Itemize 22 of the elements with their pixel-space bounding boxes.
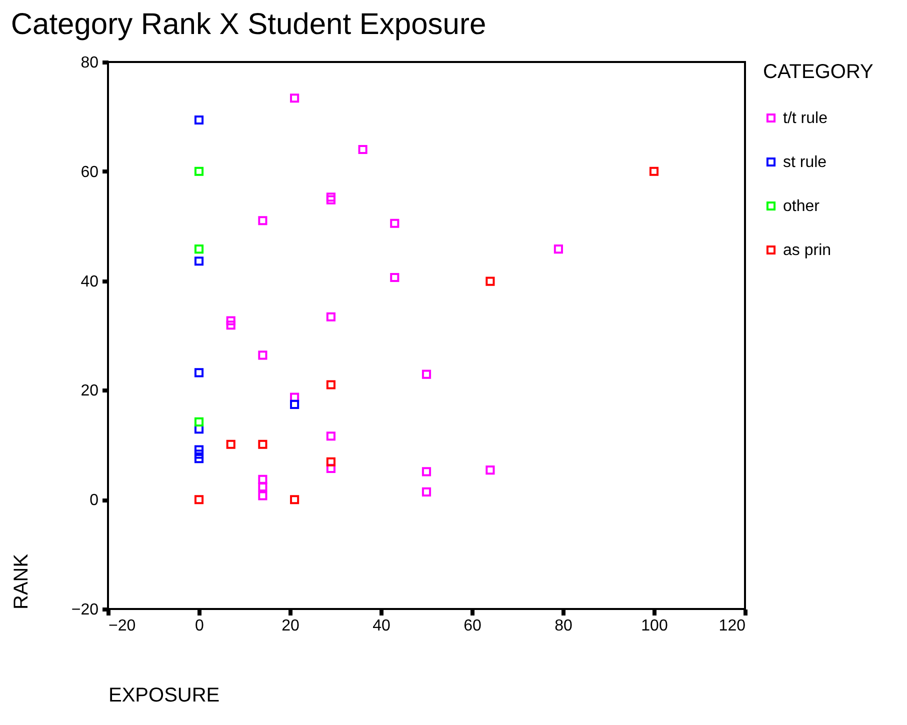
- y-axis-title: RANK: [10, 553, 32, 610]
- x-tick-label: 40: [372, 618, 390, 634]
- y-tick-label: 80: [80, 54, 99, 72]
- x-tick-label: 0: [195, 618, 204, 634]
- legend-label: other: [783, 198, 820, 215]
- x-tick-label: 60: [464, 618, 482, 634]
- y-tick-label: 60: [80, 164, 99, 181]
- x-axis-title: EXPOSURE: [108, 684, 220, 706]
- chart-title: Category Rank X Student Exposure: [10, 8, 486, 41]
- y-tick-label: 20: [80, 382, 99, 400]
- legend-label: t/t rule: [783, 110, 828, 127]
- x-tick-label: −20: [108, 618, 136, 634]
- legend-label: st rule: [783, 154, 827, 171]
- y-tick-label: 0: [90, 492, 99, 510]
- x-tick-label: 80: [554, 618, 572, 634]
- y-tick-label: 40: [80, 273, 99, 290]
- y-tick-label: −20: [71, 602, 99, 618]
- legend-label: as prin: [783, 242, 832, 259]
- legend-title: CATEGORY: [763, 61, 874, 83]
- x-tick-label: 20: [282, 618, 300, 634]
- x-tick-label: 100: [641, 618, 668, 634]
- x-tick-label: 120: [718, 618, 746, 634]
